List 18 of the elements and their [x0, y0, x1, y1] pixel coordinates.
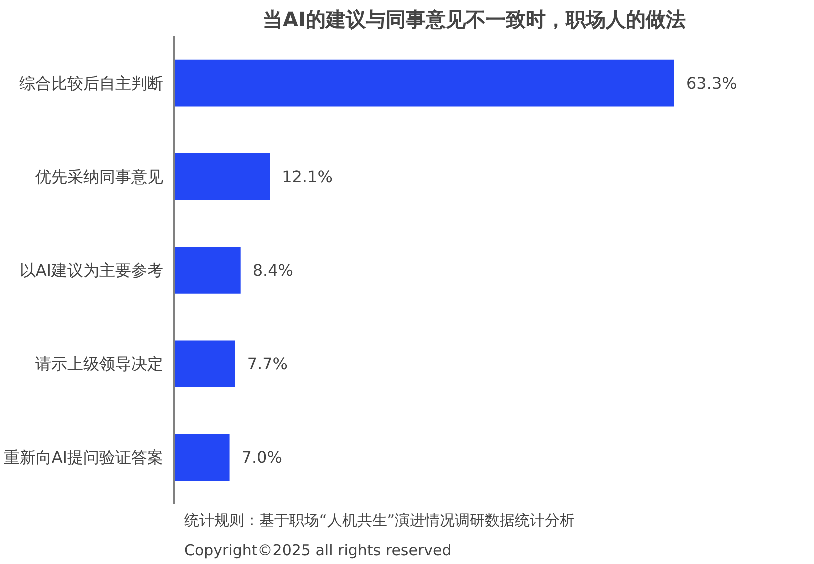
y-tick-label: 重新向AI提问验证答案: [4, 448, 164, 468]
data-label: 8.4%: [252, 261, 294, 280]
data-label: 63.3%: [686, 74, 738, 93]
bar: [174, 340, 236, 388]
y-tick-label: 请示上级领导决定: [36, 354, 164, 374]
data-label: 12.1%: [282, 167, 333, 186]
text: Copyright©2025 all rights reserved: [184, 542, 452, 560]
data-label: 7.0%: [242, 448, 282, 468]
bar: [174, 154, 270, 200]
bar: [174, 434, 230, 482]
bar: [174, 60, 674, 107]
data-label: 7.7%: [247, 354, 288, 374]
bar: [174, 247, 241, 294]
text: 统计规则：基于职场“人机共生”演进情况调研数据统计分析: [184, 512, 576, 530]
y-tick-label: 以AI建议为主要参考: [20, 261, 164, 280]
chart-title: 当AI的建议与同事意见不一致时，职场人的做法: [263, 8, 686, 32]
y-tick-label: 综合比较后自主判断: [20, 74, 164, 93]
y-tick-label: 优先采纳同事意见: [36, 167, 164, 186]
